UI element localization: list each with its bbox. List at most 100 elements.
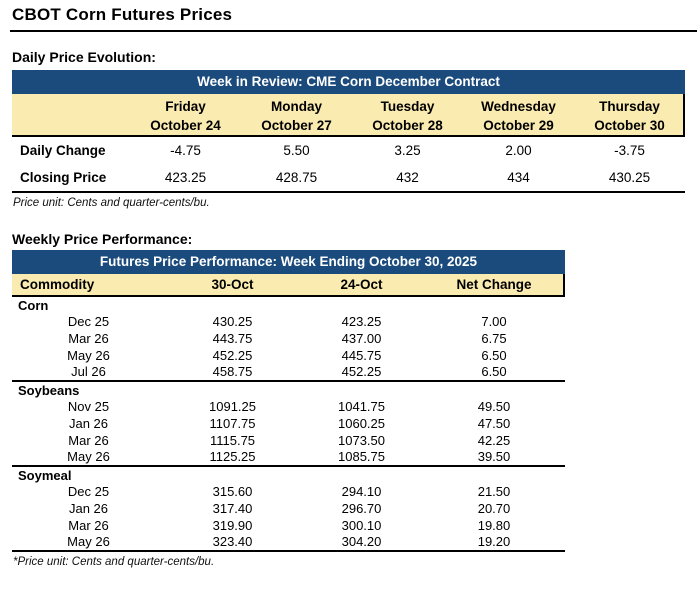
section-corn: Corn Dec 25 430.25 423.25 7.00 Mar 26 44… [12,297,565,382]
table-row: Mar 26 319.90 300.10 19.80 [12,517,565,534]
cell-value: 47.50 [477,415,511,431]
cell-value: 300.10 [341,517,382,533]
daily-table-footnote: Price unit: Cents and quarter-cents/bu. [13,197,210,209]
cell-value: 5.50 [283,143,310,158]
cell-value: 20.70 [477,500,511,516]
cell-value: 2.00 [505,143,532,158]
cell-value: 42.25 [477,432,511,448]
cell-value: 1041.75 [338,399,385,415]
cell-value: 437.00 [341,330,382,346]
daily-section-label: Daily Price Evolution: [12,49,156,65]
cell-value: 423.25 [341,314,382,330]
cell-value: 21.50 [477,484,511,500]
table-row: Mar 26 443.75 437.00 6.75 [12,330,565,347]
cell-value: 49.50 [477,399,511,415]
cell-value: 1115.75 [209,432,256,448]
table-row: Mar 26 1115.75 1073.50 42.25 [12,432,565,449]
daily-table-column-headers: Friday October 24 Monday October 27 Tues… [12,94,685,137]
cell-value: 304.20 [341,534,382,550]
cell-value: 317.40 [212,500,253,516]
daily-table-title-bar: Week in Review: CME Corn December Contra… [12,70,685,94]
cell-value: 458.75 [212,364,253,380]
cell-value: 430.25 [212,314,253,330]
weekly-table-footnote: *Price unit: Cents and quarter-cents/bu. [13,556,215,568]
cell-value: 1125.25 [209,449,256,465]
weekly-table-column-headers: Commodity 30-Oct 24-Oct Net Change [12,274,565,297]
day-name: Thursday [599,99,660,114]
cell-value: 452.25 [212,347,253,363]
cell-value: 3.25 [394,143,421,158]
weekly-performance-table: Futures Price Performance: Week Ending O… [12,250,565,552]
table-row: May 26 452.25 445.75 6.50 [12,347,565,364]
page-title: CBOT Corn Futures Prices [12,5,233,24]
section-soymeal: Soymeal Dec 25 315.60 294.10 21.50 Jan 2… [12,467,565,552]
section-header: Corn [12,297,565,314]
day-date: October 28 [372,118,443,133]
day-name: Wednesday [481,99,556,114]
cell-value: 1107.75 [209,415,256,431]
daily-header-spacer [12,94,130,135]
cell-value: -4.75 [170,143,201,158]
contract-label: Dec 25 [67,314,110,330]
table-row: Nov 25 1091.25 1041.75 49.50 [12,399,565,416]
contract-label: Dec 25 [67,484,110,500]
table-row: Jan 26 1107.75 1060.25 47.50 [12,415,565,432]
cell-value: 432 [396,170,419,185]
col-header-24oct: 24-Oct [340,277,383,292]
cell-value: 430.25 [608,170,651,185]
cell-value: 6.50 [481,347,507,363]
contract-label: Jan 26 [68,500,109,516]
cell-value: 7.00 [481,314,507,330]
cell-value: 443.75 [212,330,253,346]
table-row: May 26 323.40 304.20 19.20 [12,533,565,550]
cell-value: 323.40 [212,534,253,550]
day-name: Monday [270,99,322,114]
cell-value: 452.25 [341,364,382,380]
title-divider [10,30,697,32]
weekly-section-label: Weekly Price Performance: [12,231,193,247]
cell-value: 315.60 [212,484,253,500]
section-name: Soymeal [18,467,72,483]
cell-value: 1060.25 [338,415,385,431]
day-date: October 27 [261,118,332,133]
contract-label: May 26 [67,534,110,550]
daily-col-tuesday: Tuesday October 28 [352,94,463,135]
contract-label: May 26 [67,347,110,363]
section-name: Soybeans [18,382,80,398]
contract-label: Jul 26 [71,364,106,380]
section-header: Soymeal [12,467,565,484]
contract-label: Mar 26 [68,517,109,533]
day-date: October 30 [594,118,665,133]
closing-price-row: Closing Price 423.25 428.75 432 434 430.… [12,164,685,191]
day-date: October 24 [150,118,221,133]
col-header-commodity: Commodity [20,277,95,292]
cell-value: 296.70 [341,500,382,516]
day-name: Friday [165,99,206,114]
cell-value: 39.50 [477,449,511,465]
cell-value: 319.90 [212,517,253,533]
contract-label: Mar 26 [68,432,109,448]
daily-col-wednesday: Wednesday October 29 [463,94,574,135]
contract-label: Mar 26 [68,330,109,346]
row-label: Closing Price [20,170,107,185]
cell-value: 1085.75 [338,449,385,465]
cell-value: 423.25 [164,170,207,185]
contract-label: Jan 26 [68,415,109,431]
day-name: Tuesday [380,99,435,114]
cell-value: 294.10 [341,484,382,500]
table-row: Jan 26 317.40 296.70 20.70 [12,500,565,517]
day-date: October 29 [483,118,554,133]
contract-label: Nov 25 [67,399,110,415]
daily-col-monday: Monday October 27 [241,94,352,135]
cell-value: -3.75 [614,143,645,158]
daily-price-table: Week in Review: CME Corn December Contra… [12,70,685,193]
cell-value: 19.20 [477,534,511,550]
cell-value: 445.75 [341,347,382,363]
contract-label: May 26 [67,449,110,465]
cell-value: 19.80 [477,517,511,533]
cell-value: 1091.25 [209,399,256,415]
table-row: Dec 25 315.60 294.10 21.50 [12,484,565,501]
col-header-30oct: 30-Oct [211,277,254,292]
daily-col-friday: Friday October 24 [130,94,241,135]
